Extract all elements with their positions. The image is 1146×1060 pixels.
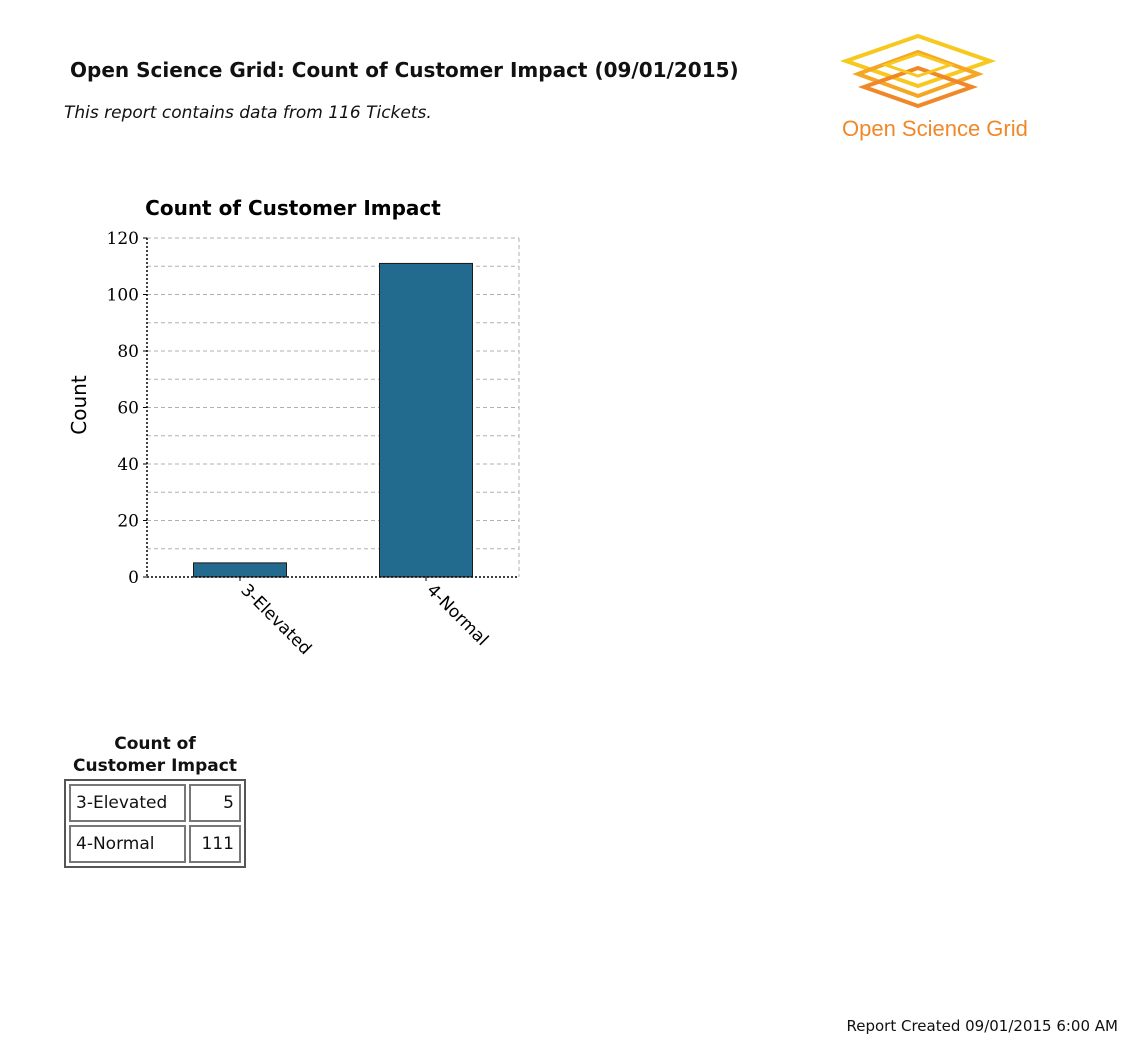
bar-4-normal xyxy=(379,262,473,578)
y-tick-label: 20 xyxy=(117,512,139,532)
table-cell-label: 4-Normal xyxy=(69,825,187,863)
y-tick-label: 0 xyxy=(128,568,139,588)
y-tick-label: 80 xyxy=(117,342,139,362)
table-cell-label: 3-Elevated xyxy=(69,784,187,822)
report-footer: Report Created 09/01/2015 6:00 AM xyxy=(846,1017,1118,1035)
x-tick-label: 4-Normal xyxy=(422,580,492,650)
chart-axes xyxy=(143,237,519,581)
table-cell-value: 5 xyxy=(189,784,241,822)
summary-caption: Count of Customer Impact xyxy=(64,733,246,777)
osg-logo: Open Science Grid xyxy=(838,30,1068,150)
y-tick-label: 40 xyxy=(117,455,139,475)
osg-logo-icon xyxy=(839,33,997,109)
logo-text: Open Science Grid xyxy=(842,116,1028,141)
y-tick-label: 100 xyxy=(107,286,139,306)
table-cell-value: 111 xyxy=(189,825,241,863)
report-title: Open Science Grid: Count of Customer Imp… xyxy=(70,58,739,82)
chart-title: Count of Customer Impact xyxy=(145,196,441,220)
report-subtitle: This report contains data from 116 Ticke… xyxy=(64,103,432,123)
bar-chart: Count of Customer Impact Count 3-Elevate… xyxy=(67,196,520,659)
y-tick-label: 120 xyxy=(107,229,139,249)
chart-bars xyxy=(193,262,473,578)
table-row: 4-Normal 111 xyxy=(69,825,241,863)
table-row: 3-Elevated 5 xyxy=(69,784,241,822)
x-tick-label: 3-Elevated xyxy=(236,580,315,659)
bar-3-elevated xyxy=(193,562,287,578)
summary-caption-line1: Count of xyxy=(114,734,196,754)
summary-caption-line2: Customer Impact xyxy=(73,756,237,776)
y-axis-label: Count xyxy=(67,375,91,435)
y-tick-label: 60 xyxy=(117,399,139,419)
counts-table: 3-Elevated 5 4-Normal 111 xyxy=(64,779,246,868)
summary-table: Count of Customer Impact 3-Elevated 5 4-… xyxy=(64,733,246,868)
